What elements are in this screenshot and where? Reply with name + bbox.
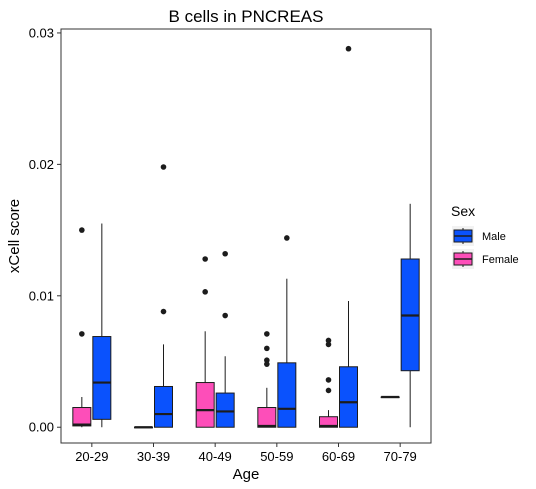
box-body [257, 407, 277, 428]
outlier-point [325, 337, 332, 344]
x-tick-label: 60-69 [322, 449, 355, 464]
outlier-point [325, 387, 332, 394]
x-axis: 20-29 30-39 40-49 50-59 60-69 70-79 [75, 443, 417, 464]
y-axis-title: xCell score [6, 199, 23, 273]
box-female-60-69 [319, 337, 338, 428]
box-body [92, 336, 112, 420]
y-tick-label: 0.02 [29, 157, 54, 172]
outlier-point [264, 357, 270, 364]
box-body [72, 407, 92, 427]
outlier-point [79, 331, 85, 337]
outlier-point [264, 345, 270, 352]
y-tick-label: 0.00 [29, 420, 54, 435]
y-axis: 0.00 0.01 0.02 0.03 [29, 25, 61, 435]
legend-item-female: Female [452, 249, 519, 269]
outlier-point [264, 331, 270, 337]
outlier-point [79, 227, 85, 233]
box-female-50-59 [257, 331, 277, 428]
box-female-40-49 [195, 256, 215, 428]
plot-panel [60, 28, 432, 444]
x-tick-label: 70-79 [384, 449, 417, 464]
legend-item-male: Male [452, 226, 506, 246]
outlier-point [325, 377, 332, 383]
x-axis-title: Age [233, 466, 260, 483]
box-body [277, 362, 297, 428]
legend: Sex Male Female [451, 203, 519, 269]
box-female-70-79 [380, 395, 400, 399]
outlier-point [202, 289, 208, 295]
outlier-point [325, 341, 332, 348]
box-body [339, 366, 358, 428]
y-tick-label: 0.01 [29, 288, 54, 303]
outlier-point [345, 45, 352, 52]
box-male-40-49 [215, 250, 235, 428]
plot-marks [72, 45, 420, 429]
chart-title: B cells in PNCREAS [169, 7, 324, 26]
outlier-point [202, 256, 208, 262]
x-tick-label: 40-49 [199, 449, 232, 464]
x-tick-label: 20-29 [75, 449, 108, 464]
box-body [195, 382, 215, 428]
box-body [215, 392, 235, 428]
box-male-70-79 [400, 203, 420, 428]
outlier-point [222, 312, 228, 319]
box-male-50-59 [277, 235, 297, 428]
x-tick-label: 30-39 [137, 449, 170, 464]
x-tick-label: 50-59 [260, 449, 293, 464]
box-male-30-39 [154, 164, 173, 428]
box-body [319, 416, 338, 428]
outlier-point [222, 250, 228, 257]
box-male-60-69 [339, 45, 358, 428]
legend-label: Female [482, 254, 519, 266]
outlier-point [284, 235, 290, 241]
outlier-point [160, 308, 167, 315]
y-tick-label: 0.03 [29, 25, 54, 40]
box-female-20-29 [72, 227, 92, 428]
outlier-point [264, 361, 270, 367]
box-female-30-39 [134, 426, 153, 429]
box-male-20-29 [92, 223, 112, 428]
box-body [154, 385, 173, 428]
legend-label: Male [482, 231, 506, 243]
outlier-point [160, 164, 167, 170]
legend-title: Sex [451, 203, 475, 219]
